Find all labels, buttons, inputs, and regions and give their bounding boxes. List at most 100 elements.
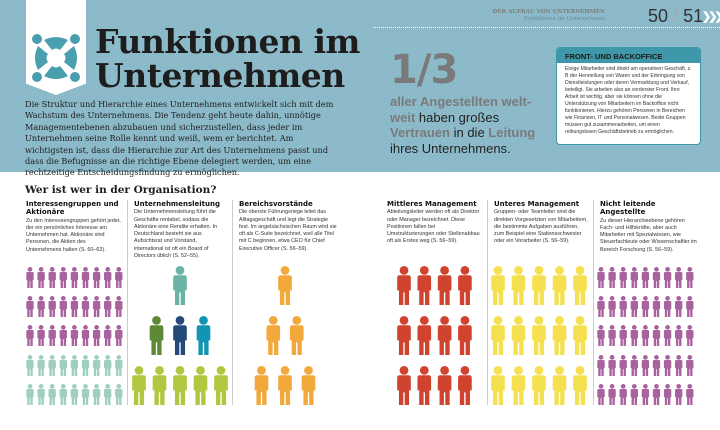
person-icon (597, 384, 605, 405)
person-icon (597, 355, 605, 376)
person-icon (115, 384, 123, 405)
person-icon (266, 316, 281, 355)
section-title: Wer ist wer in der Organisation? (25, 184, 217, 196)
person-icon (59, 384, 67, 405)
person-icon (92, 384, 101, 405)
person-icon (37, 325, 45, 346)
person-icon (92, 355, 101, 376)
person-icon (619, 296, 627, 317)
page-right: 51 (683, 6, 704, 26)
person-icon (573, 316, 587, 355)
stat-text-part: in die (453, 125, 489, 140)
stat-text-part: Vertrauen (390, 125, 454, 140)
person-icon (278, 366, 292, 405)
column-4: Unteres Management Gruppen- oder Teamleit… (487, 200, 593, 405)
stat-text-part: Leitung (488, 125, 536, 140)
person-icon (491, 316, 505, 355)
person-icon (289, 316, 304, 355)
person-icon (652, 384, 661, 405)
column-title: Interessengruppen und Aktionäre (26, 200, 119, 217)
person-icon (214, 366, 228, 405)
stat-text: aller Angestellten welt-weit haben große… (390, 94, 540, 156)
person-icon (532, 266, 546, 305)
running-header-section: DER AUFBAU VON UNTERNEHMEN (492, 9, 605, 15)
title-line-2: Unternehmen (95, 56, 345, 95)
person-icon (301, 366, 316, 405)
person-icon (70, 325, 79, 346)
person-icon (641, 355, 650, 376)
stat-text-part: aller Angestellten welt-weit (390, 94, 532, 125)
column-3: Mittleres Management Abteilungsleiter wer… (381, 200, 487, 405)
person-icon (573, 266, 587, 305)
person-icon (532, 366, 546, 405)
person-icon (663, 384, 672, 405)
person-icon (173, 316, 187, 355)
person-icon (652, 296, 661, 317)
stat-value: 1/3 (390, 47, 458, 93)
person-icon (675, 296, 683, 317)
person-icon (104, 355, 112, 376)
person-icon (630, 384, 638, 405)
person-icon (92, 325, 101, 346)
column-text: Die Unternehmensleitung führt die Geschä… (134, 209, 218, 260)
column-5: Nicht leitende Angestellte Zu dieser Hier… (593, 200, 705, 405)
person-icon (675, 384, 683, 405)
column-title: Unternehmensleitung (134, 200, 220, 208)
person-icon (663, 355, 672, 376)
column-title: Bereichsvorstände (239, 200, 313, 208)
info-box-text: Einige Mitarbeiter sind direkt am operat… (565, 66, 692, 135)
column-text: Zu den Interessengruppen gehört jeder, d… (26, 217, 121, 253)
person-icon (630, 296, 638, 317)
person-icon (608, 296, 616, 317)
person-icon (254, 366, 269, 405)
person-icon (104, 296, 112, 317)
person-icon (37, 355, 45, 376)
person-icon (37, 384, 45, 405)
person-icon (81, 355, 90, 376)
person-icon (37, 267, 45, 288)
column-title: Nicht leitende Angestellte (600, 200, 656, 217)
person-icon (458, 366, 472, 405)
person-icon (70, 355, 79, 376)
person-icon (92, 267, 101, 288)
person-icon (552, 266, 567, 305)
person-icon (26, 296, 34, 317)
person-icon (686, 355, 694, 376)
person-icon (397, 316, 411, 355)
person-icon (115, 296, 123, 317)
person-icon (619, 325, 627, 346)
person-icon (397, 266, 411, 305)
running-header: DER AUFBAU VON UNTERNEHMEN Funktionen im … (493, 9, 605, 23)
person-icon (675, 267, 683, 288)
person-icon (686, 267, 694, 288)
info-box-title: FRONT- UND BACKOFFICE (557, 48, 700, 63)
person-icon (608, 267, 616, 288)
person-icon (397, 366, 411, 405)
person-icon (630, 325, 638, 346)
person-icon (132, 366, 146, 405)
person-icon (437, 316, 452, 355)
person-icon (641, 267, 650, 288)
page-numbers: 50 / 51 (648, 6, 703, 26)
bookmark-tab (26, 0, 86, 95)
person-icon (173, 366, 187, 405)
person-icon (619, 267, 627, 288)
person-icon (652, 325, 661, 346)
person-icon (608, 355, 616, 376)
person-icon (81, 325, 90, 346)
person-icon (641, 384, 650, 405)
chevrons-icon: ❯❯❯ (702, 11, 720, 23)
person-icon (608, 325, 616, 346)
person-icon (193, 366, 208, 405)
person-icon (686, 296, 694, 317)
person-icon (511, 266, 526, 305)
person-icon (417, 316, 432, 355)
person-icon (437, 366, 452, 405)
person-icon (597, 325, 605, 346)
running-header-subsection: Funktionen im Unternehmen (524, 16, 605, 22)
person-icon (552, 316, 567, 355)
page-title: Funktionen im Unternehmen (95, 25, 360, 93)
person-icon (196, 316, 211, 355)
person-icon (48, 267, 56, 288)
